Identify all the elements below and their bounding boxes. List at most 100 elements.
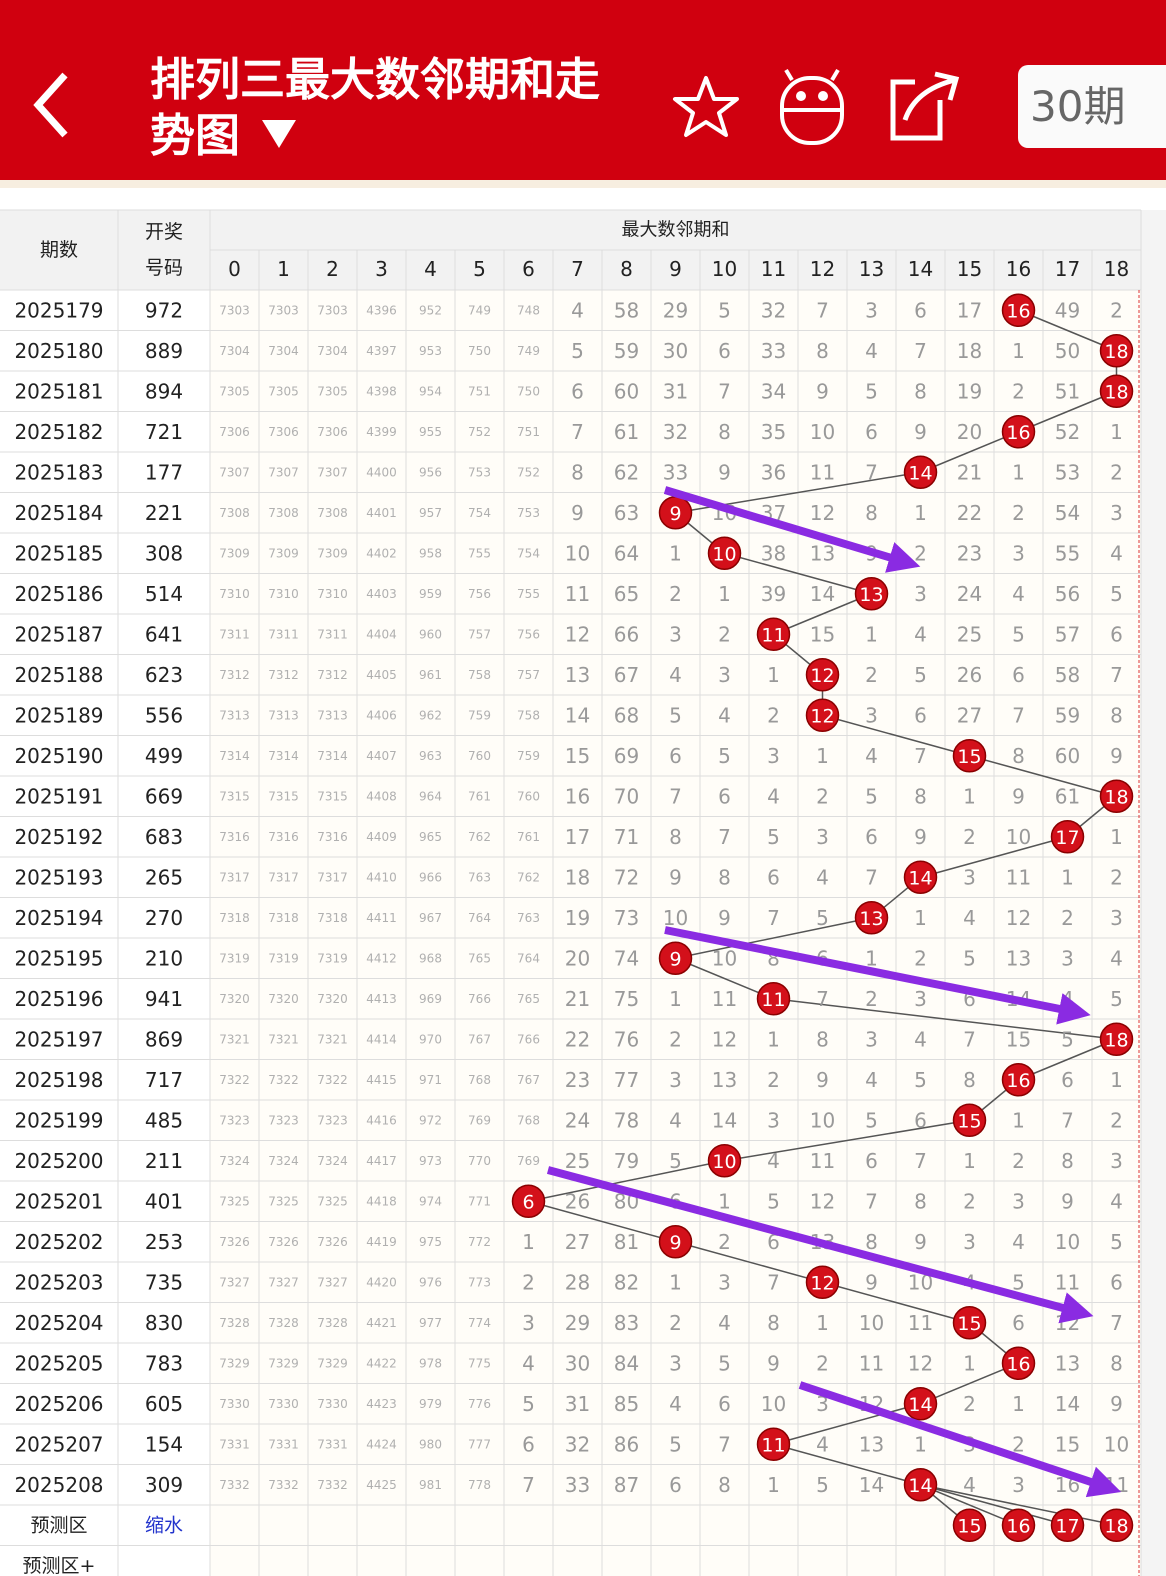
miss-value: 5 xyxy=(669,1432,682,1456)
miss-value: 7324 xyxy=(268,1154,299,1168)
miss-value: 756 xyxy=(468,587,491,601)
miss-value: 56 xyxy=(1055,582,1080,606)
miss-value: 6 xyxy=(914,298,927,322)
period-select[interactable]: 30期 xyxy=(1018,65,1166,148)
miss-value: 22 xyxy=(957,501,982,525)
miss-value: 4 xyxy=(816,1432,829,1456)
miss-value: 19 xyxy=(565,906,590,930)
miss-value: 1 xyxy=(669,1270,682,1294)
miss-value: 7316 xyxy=(268,830,299,844)
miss-value: 7309 xyxy=(219,546,250,560)
miss-value: 1 xyxy=(865,622,878,646)
miss-value: 4423 xyxy=(366,1397,397,1411)
hit-ball-label: 18 xyxy=(1104,381,1128,403)
miss-value: 24 xyxy=(957,582,982,606)
miss-value: 9 xyxy=(1012,784,1025,808)
miss-value: 7309 xyxy=(268,546,299,560)
miss-value: 5 xyxy=(669,1149,682,1173)
hit-ball-label: 16 xyxy=(1006,422,1030,444)
miss-value: 968 xyxy=(419,951,442,965)
miss-value: 963 xyxy=(419,749,442,763)
miss-value: 753 xyxy=(468,465,491,479)
miss-value: 1 xyxy=(914,1432,927,1456)
miss-value: 6 xyxy=(1012,1311,1025,1335)
shrink-link[interactable]: 缩水 xyxy=(145,1514,183,1536)
hit-ball-label: 16 xyxy=(1006,300,1030,322)
robot-icon[interactable] xyxy=(780,68,844,145)
miss-value: 69 xyxy=(614,744,639,768)
miss-value: 63 xyxy=(614,501,639,525)
miss-value: 4419 xyxy=(366,1235,397,1249)
period: 2025203 xyxy=(14,1270,103,1294)
miss-value: 777 xyxy=(468,1437,491,1451)
miss-value: 7311 xyxy=(268,627,299,641)
hit-ball xyxy=(756,617,791,651)
miss-value: 3 xyxy=(718,663,731,687)
hit-ball-label: 9 xyxy=(669,1232,681,1254)
trend-line xyxy=(773,1443,921,1486)
miss-value: 4397 xyxy=(366,344,397,358)
miss-value: 7306 xyxy=(317,425,348,439)
trend-line xyxy=(724,552,872,595)
miss-value: 1 xyxy=(816,1311,829,1335)
back-button[interactable] xyxy=(33,72,68,138)
miss-value: 7313 xyxy=(317,708,348,722)
miss-value: 10 xyxy=(810,1108,835,1132)
miss-value: 9 xyxy=(865,1270,878,1294)
miss-value: 5 xyxy=(1012,1270,1025,1294)
miss-value: 954 xyxy=(419,384,442,398)
miss-value: 4 xyxy=(816,865,829,889)
miss-value: 71 xyxy=(614,825,639,849)
miss-value: 6 xyxy=(865,1149,878,1173)
miss-value: 36 xyxy=(761,460,786,484)
miss-value: 13 xyxy=(565,663,590,687)
miss-value: 1 xyxy=(767,1027,780,1051)
miss-value: 58 xyxy=(614,298,639,322)
miss-value: 975 xyxy=(419,1235,442,1249)
miss-value: 4422 xyxy=(366,1356,397,1370)
page-title[interactable]: 排列三最大数邻期和走势图 xyxy=(150,53,601,162)
draw-number: 735 xyxy=(145,1270,183,1294)
miss-value: 7329 xyxy=(219,1356,250,1370)
favorite-icon[interactable] xyxy=(673,76,739,137)
hit-ball xyxy=(854,577,889,611)
period: 2025204 xyxy=(14,1311,103,1335)
miss-value: 4398 xyxy=(366,384,397,398)
miss-value: 10 xyxy=(761,1392,786,1416)
hit-ball xyxy=(903,860,938,894)
trend-line xyxy=(920,1484,1019,1526)
period: 2025179 xyxy=(14,298,103,322)
miss-value: 775 xyxy=(468,1356,491,1370)
miss-value: 4404 xyxy=(366,627,397,641)
miss-value: 7305 xyxy=(317,384,348,398)
period: 2025202 xyxy=(14,1230,103,1254)
period: 2025201 xyxy=(14,1189,103,1213)
miss-value: 7320 xyxy=(317,992,348,1006)
column-header: 18 xyxy=(1104,257,1129,281)
miss-value: 754 xyxy=(517,546,540,560)
column-header: 14 xyxy=(908,257,933,281)
prediction-ball xyxy=(1050,1508,1085,1542)
share-icon[interactable] xyxy=(890,71,960,141)
miss-value: 6 xyxy=(718,784,731,808)
miss-value: 1 xyxy=(1110,825,1123,849)
miss-value: 4 xyxy=(914,1027,927,1051)
hit-ball xyxy=(1099,1022,1134,1056)
miss-value: 23 xyxy=(565,1068,590,1092)
column-header: 11 xyxy=(761,257,786,281)
hit-ball-label: 10 xyxy=(712,1151,736,1173)
miss-value: 7306 xyxy=(219,425,250,439)
hit-ball xyxy=(1050,820,1085,854)
miss-value: 769 xyxy=(517,1154,540,1168)
miss-value: 755 xyxy=(517,587,540,601)
miss-value: 4406 xyxy=(366,708,397,722)
miss-value: 1 xyxy=(1110,1068,1123,1092)
miss-value: 7309 xyxy=(317,546,348,560)
miss-value: 955 xyxy=(419,425,442,439)
miss-value: 8 xyxy=(816,1027,829,1051)
title-dropdown-arrow[interactable] xyxy=(262,120,296,148)
miss-value: 7304 xyxy=(268,344,299,358)
miss-value: 7332 xyxy=(317,1478,348,1492)
miss-value: 961 xyxy=(419,668,442,682)
miss-value: 6 xyxy=(1110,622,1123,646)
